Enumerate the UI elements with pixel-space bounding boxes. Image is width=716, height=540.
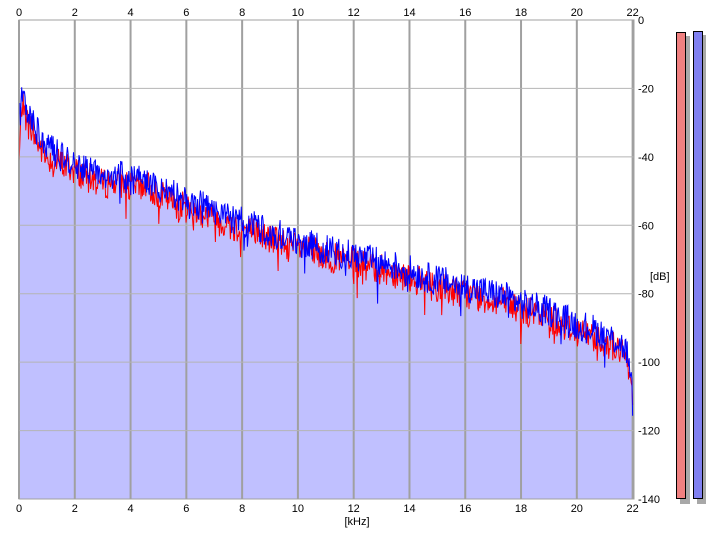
y-axis-label: [dB] (650, 271, 670, 283)
y-tick-label: -120 (638, 426, 660, 438)
x-tick-label-top: 6 (183, 7, 189, 19)
x-tick-label: 20 (571, 503, 583, 515)
y-tick-label: -20 (638, 83, 654, 95)
x-tick-label: 12 (348, 503, 360, 515)
x-tick-label: 2 (72, 503, 78, 515)
x-tick-label: 8 (239, 503, 245, 515)
x-tick-label: 10 (292, 503, 304, 515)
x-tick-label-top: 4 (128, 7, 134, 19)
x-tick-label-top: 22 (626, 7, 638, 19)
x-tick-label-top: 16 (459, 7, 471, 19)
x-tick-label-top: 10 (292, 7, 304, 19)
left-channel-meter (676, 32, 686, 499)
x-tick-label: 14 (403, 503, 415, 515)
y-tick-label: -80 (638, 289, 654, 301)
red-channel-line (18, 91, 634, 405)
x-tick-label: 0 (16, 503, 22, 515)
y-tick-label: 0 (638, 15, 644, 27)
x-tick-label: 18 (515, 503, 527, 515)
x-axis-label: [kHz] (344, 516, 369, 528)
y-tick-label: -60 (638, 220, 654, 232)
blue-channel-line (18, 87, 634, 416)
x-tick-label: 4 (128, 503, 134, 515)
x-tick-label-top: 8 (239, 7, 245, 19)
x-tick-label-top: 14 (403, 7, 415, 19)
right-channel-meter (693, 31, 703, 499)
y-tick-label: -40 (638, 152, 654, 164)
x-tick-label-top: 20 (571, 7, 583, 19)
y-tick-label: -100 (638, 357, 660, 369)
plot-frame (18, 19, 635, 500)
x-tick-label: 16 (459, 503, 471, 515)
x-tick-label: 6 (183, 503, 189, 515)
x-tick-label-top: 18 (515, 7, 527, 19)
x-tick-label-top: 12 (348, 7, 360, 19)
x-tick-label-top: 2 (72, 7, 78, 19)
x-tick-label-top: 0 (16, 7, 22, 19)
y-tick-label: -140 (638, 494, 660, 506)
x-tick-label: 22 (626, 503, 638, 515)
